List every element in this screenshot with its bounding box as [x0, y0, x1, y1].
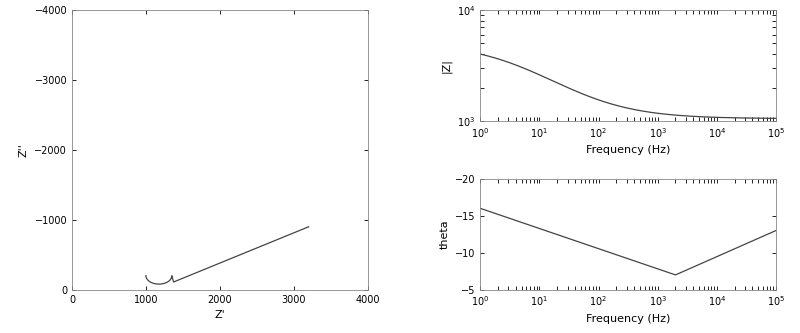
Y-axis label: theta: theta	[439, 219, 450, 249]
X-axis label: Z': Z'	[214, 310, 226, 320]
Y-axis label: |Z|: |Z|	[441, 58, 451, 73]
Y-axis label: Z'': Z''	[19, 143, 29, 157]
X-axis label: Frequency (Hz): Frequency (Hz)	[586, 314, 670, 324]
X-axis label: Frequency (Hz): Frequency (Hz)	[586, 145, 670, 155]
